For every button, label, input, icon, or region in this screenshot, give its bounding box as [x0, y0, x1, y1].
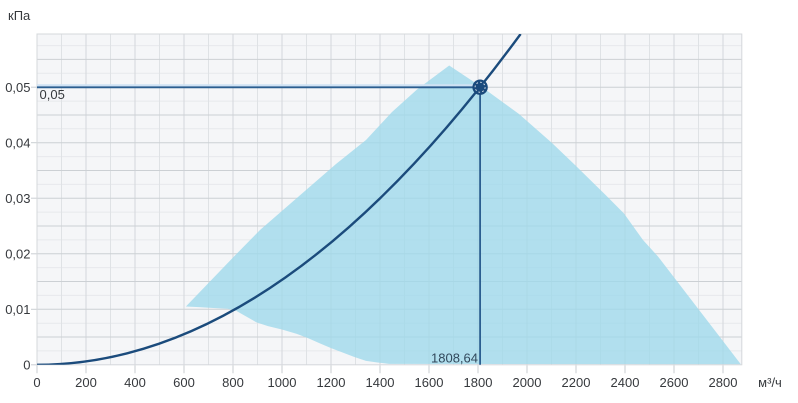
svg-text:0,05: 0,05	[40, 87, 65, 102]
svg-text:2600: 2600	[660, 375, 689, 390]
svg-text:800: 800	[222, 375, 244, 390]
svg-text:1808,64: 1808,64	[431, 351, 478, 366]
svg-text:2400: 2400	[611, 375, 640, 390]
svg-text:1000: 1000	[268, 375, 297, 390]
svg-text:1200: 1200	[317, 375, 346, 390]
svg-text:0,02: 0,02	[5, 247, 30, 262]
svg-text:0: 0	[33, 375, 40, 390]
svg-text:600: 600	[173, 375, 195, 390]
svg-text:0: 0	[23, 358, 30, 373]
svg-text:2200: 2200	[562, 375, 591, 390]
svg-text:кПа: кПа	[8, 8, 31, 23]
svg-text:2000: 2000	[513, 375, 542, 390]
svg-text:0,04: 0,04	[5, 135, 30, 150]
svg-text:0,03: 0,03	[5, 191, 30, 206]
svg-text:0,05: 0,05	[5, 80, 30, 95]
svg-text:200: 200	[75, 375, 97, 390]
svg-text:0,01: 0,01	[5, 302, 30, 317]
svg-text:1600: 1600	[415, 375, 444, 390]
svg-text:м³/ч: м³/ч	[758, 375, 782, 390]
svg-text:1800: 1800	[464, 375, 493, 390]
svg-text:2800: 2800	[709, 375, 738, 390]
svg-text:400: 400	[124, 375, 146, 390]
svg-text:1400: 1400	[366, 375, 395, 390]
